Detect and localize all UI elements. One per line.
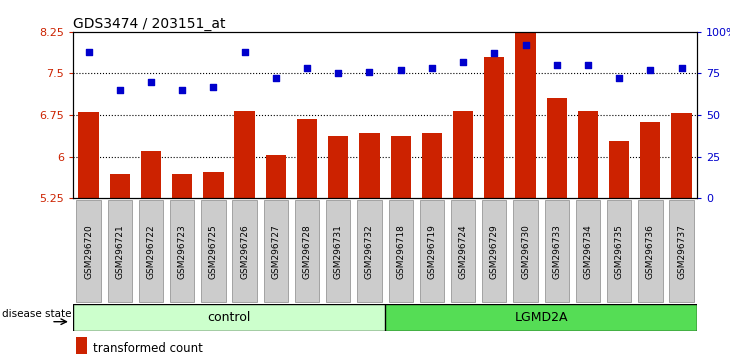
Text: GSM296719: GSM296719 [427,224,437,279]
Bar [141,151,161,198]
Bar [76,337,88,354]
Bar [640,122,661,198]
Text: LGMD2A: LGMD2A [515,311,568,324]
Point [114,87,126,93]
Bar [172,175,193,198]
FancyBboxPatch shape [232,200,257,302]
Text: GSM296720: GSM296720 [84,224,93,279]
Point [645,67,656,73]
Text: GSM296736: GSM296736 [646,224,655,279]
Point [207,84,219,90]
Text: control: control [207,311,250,324]
Point [301,65,313,71]
Text: disease state: disease state [2,309,72,319]
Bar [234,111,255,198]
Text: GSM296725: GSM296725 [209,224,218,279]
Text: GSM296722: GSM296722 [147,224,155,279]
FancyBboxPatch shape [201,200,226,302]
Bar [547,98,567,198]
Point [270,76,282,81]
Bar [391,136,411,198]
Text: GSM296718: GSM296718 [396,224,405,279]
Bar [484,57,504,198]
Point [488,51,500,56]
Point [177,87,188,93]
FancyBboxPatch shape [669,200,694,302]
Text: GSM296734: GSM296734 [583,224,593,279]
Text: GSM296723: GSM296723 [177,224,187,279]
Point [520,42,531,48]
FancyBboxPatch shape [513,200,538,302]
Point [613,76,625,81]
FancyBboxPatch shape [451,200,475,302]
Bar [110,175,130,198]
Text: GSM296727: GSM296727 [272,224,280,279]
Point [145,79,157,85]
Text: transformed count: transformed count [93,342,203,354]
Bar [609,141,629,198]
Bar [328,136,348,198]
FancyBboxPatch shape [139,200,164,302]
FancyBboxPatch shape [264,200,288,302]
Text: GDS3474 / 203151_at: GDS3474 / 203151_at [73,17,226,31]
FancyBboxPatch shape [607,200,631,302]
FancyBboxPatch shape [638,200,663,302]
Bar [73,304,385,331]
Point [582,62,593,68]
FancyBboxPatch shape [357,200,382,302]
FancyBboxPatch shape [420,200,444,302]
Text: GSM296729: GSM296729 [490,224,499,279]
Bar [385,304,697,331]
Text: GSM296732: GSM296732 [365,224,374,279]
Point [82,49,94,55]
Bar [422,133,442,198]
Bar [453,111,473,198]
Bar [359,133,380,198]
Bar [515,26,536,198]
Text: GSM296726: GSM296726 [240,224,249,279]
FancyBboxPatch shape [482,200,507,302]
Point [457,59,469,65]
Point [551,62,563,68]
Point [332,71,344,76]
Text: GSM296721: GSM296721 [115,224,124,279]
FancyBboxPatch shape [545,200,569,302]
Text: GSM296728: GSM296728 [302,224,312,279]
Point [395,67,407,73]
Text: GSM296730: GSM296730 [521,224,530,279]
Point [364,69,375,75]
Text: GSM296737: GSM296737 [677,224,686,279]
Point [426,65,438,71]
FancyBboxPatch shape [576,200,600,302]
FancyBboxPatch shape [170,200,194,302]
Point [676,65,688,71]
FancyBboxPatch shape [326,200,350,302]
FancyBboxPatch shape [107,200,132,302]
Text: GSM296733: GSM296733 [552,224,561,279]
Text: GSM296735: GSM296735 [615,224,623,279]
FancyBboxPatch shape [295,200,319,302]
Bar [203,172,223,198]
Text: GSM296731: GSM296731 [334,224,343,279]
FancyBboxPatch shape [388,200,413,302]
Bar [266,155,286,198]
Bar [78,112,99,198]
Text: GSM296724: GSM296724 [458,224,468,279]
Bar [297,119,318,198]
FancyBboxPatch shape [77,200,101,302]
Bar [672,113,692,198]
Bar [577,111,598,198]
Point [239,49,250,55]
